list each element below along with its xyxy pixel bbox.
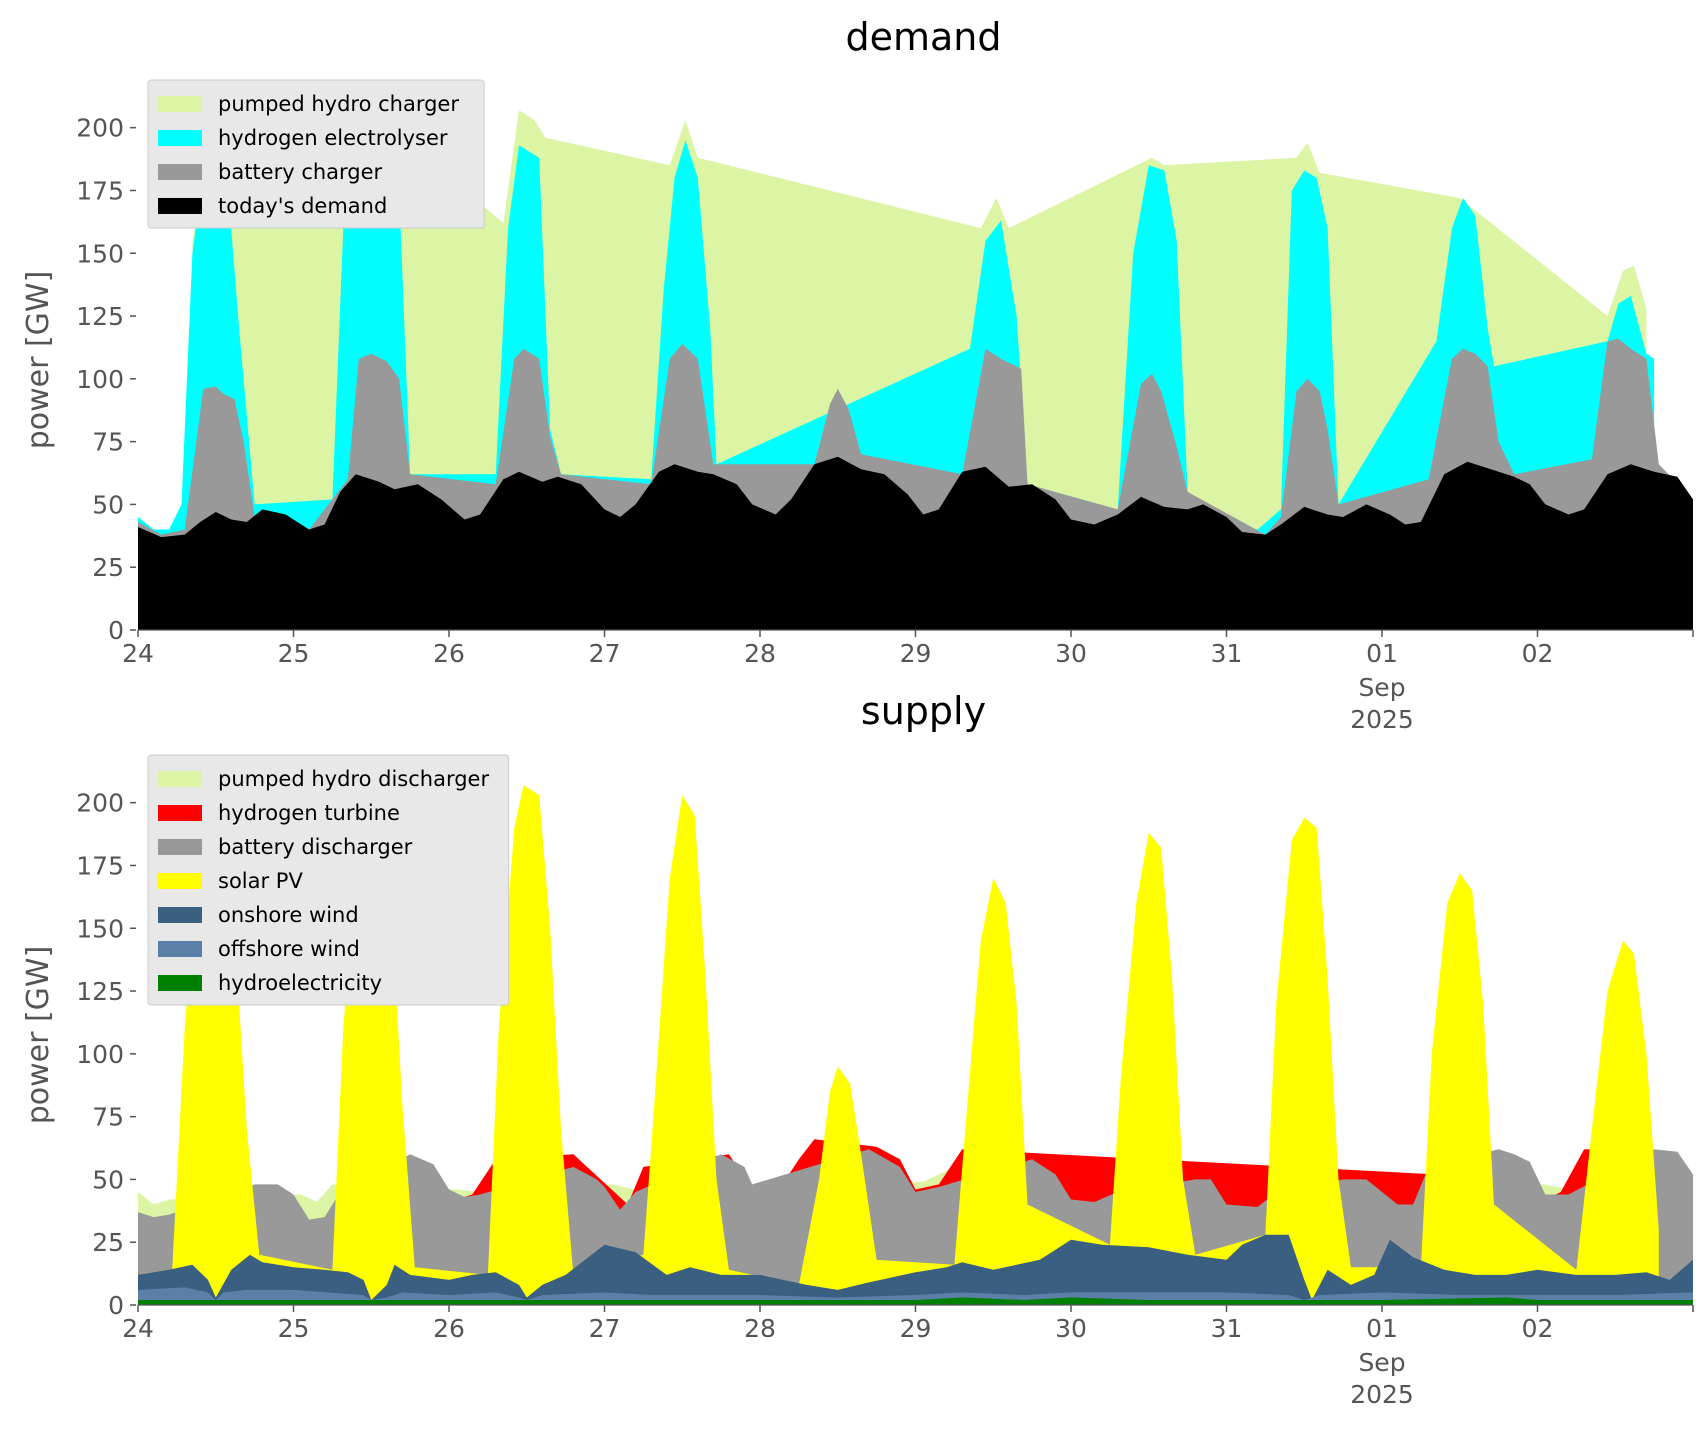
legend-swatch-pumped-hydro-charger [158, 96, 202, 112]
series-onshore-wind [138, 1234, 1693, 1305]
y-tick-label: 75 [92, 428, 124, 457]
legend: pumped hydro charger hydrogen electrolyse… [147, 79, 485, 229]
legend: pumped hydro discharger hydrogen turbine b… [147, 754, 510, 1006]
legend-box [147, 754, 510, 1006]
series-hydroelectricity [138, 1297, 1693, 1305]
legend-swatch-solar-pv [158, 873, 202, 889]
x-tick-label: 26 [433, 639, 465, 668]
legend-swatch-offshore-wind [158, 941, 202, 957]
x-tick-label: Sep [1358, 1348, 1405, 1377]
x-tick-label: 02 [1522, 1314, 1554, 1343]
legend-label: onshore wind [218, 903, 359, 927]
legend-swatch-hydrogen-electrolyser [158, 130, 202, 146]
x-tick-label: 28 [744, 1314, 776, 1343]
legend-swatch-pumped-hydro-discharger [158, 771, 202, 787]
x-tick-label: 24 [122, 639, 154, 668]
y-tick-label: 150 [76, 914, 124, 943]
x-tick-label: 25 [278, 639, 310, 668]
legend-label: today's demand [218, 194, 387, 218]
x-tick-label: 30 [1055, 1314, 1087, 1343]
y-tick-label: 150 [76, 239, 124, 268]
y-tick-label: 100 [76, 365, 124, 394]
legend-label: hydroelectricity [218, 971, 382, 995]
x-tick-label: 25 [278, 1314, 310, 1343]
y-tick-label: 0 [108, 616, 124, 645]
chart-title: demand [845, 15, 1001, 59]
x-tick-label: 27 [589, 1314, 621, 1343]
chart-title: supply [861, 689, 986, 733]
legend-label: hydrogen electrolyser [218, 126, 448, 150]
x-tick-label: 2025 [1350, 1380, 1414, 1409]
x-tick-label: 01 [1366, 1314, 1398, 1343]
x-tick-label: 2025 [1350, 705, 1414, 734]
y-tick-label: 125 [76, 302, 124, 331]
legend-label: solar PV [218, 869, 303, 893]
y-tick-label: 0 [108, 1291, 124, 1320]
x-tick-label: 29 [900, 1314, 932, 1343]
y-tick-label: 125 [76, 977, 124, 1006]
legend-swatch-onshore-wind [158, 907, 202, 923]
y-tick-label: 50 [92, 1165, 124, 1194]
x-tick-label: Sep [1358, 673, 1405, 702]
legend-swatch-battery-discharger [158, 839, 202, 855]
legend-swatch-hydroelectricity [158, 975, 202, 991]
y-tick-label: 175 [76, 851, 124, 880]
x-tick-label: 24 [122, 1314, 154, 1343]
y-tick-label: 200 [76, 789, 124, 818]
legend-label: pumped hydro charger [218, 92, 459, 116]
y-tick-label: 75 [92, 1103, 124, 1132]
x-tick-label: 27 [589, 639, 621, 668]
legend-box [147, 79, 485, 229]
y-tick-label: 25 [92, 1228, 124, 1257]
x-tick-label: 26 [433, 1314, 465, 1343]
legend-label: battery charger [218, 160, 383, 184]
legend-label: offshore wind [218, 937, 360, 961]
legend-swatch-today-s-demand [158, 198, 202, 214]
y-axis-label: power [GW] [21, 271, 56, 450]
x-tick-label: 31 [1211, 639, 1243, 668]
y-tick-label: 100 [76, 1040, 124, 1069]
supply-chart: supply power [GW] 0 25 50 75 100 125 150 175 200 24… [21, 689, 1694, 1409]
y-tick-label: 25 [92, 553, 124, 582]
x-tick-label: 30 [1055, 639, 1087, 668]
y-tick-label: 200 [76, 114, 124, 143]
y-tick-label: 50 [92, 490, 124, 519]
x-tick-label: 02 [1522, 639, 1554, 668]
x-tick-label: 01 [1366, 639, 1398, 668]
series-today-s-demand [138, 456, 1693, 630]
x-tick-label: 29 [900, 639, 932, 668]
legend-swatch-battery-charger [158, 164, 202, 180]
x-tick-label: 28 [744, 639, 776, 668]
legend-label: pumped hydro discharger [218, 767, 489, 791]
legend-label: battery discharger [218, 835, 413, 859]
y-tick-label: 175 [76, 176, 124, 205]
series-solar-pv [172, 785, 1659, 1305]
y-axis-label: power [GW] [21, 946, 56, 1125]
legend-swatch-hydrogen-turbine [158, 805, 202, 821]
legend-label: hydrogen turbine [218, 801, 400, 825]
x-tick-label: 31 [1211, 1314, 1243, 1343]
